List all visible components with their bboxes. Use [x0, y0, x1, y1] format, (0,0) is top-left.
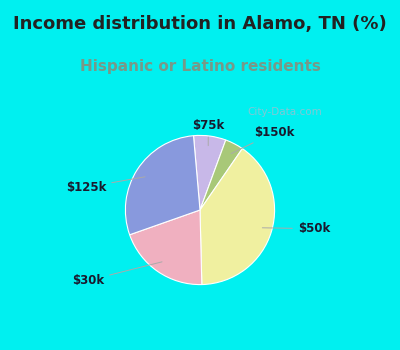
Text: $50k: $50k [262, 222, 330, 235]
Text: $75k: $75k [192, 119, 224, 146]
Text: Hispanic or Latino residents: Hispanic or Latino residents [80, 58, 320, 74]
Wedge shape [200, 140, 242, 210]
Text: $125k: $125k [66, 177, 145, 194]
Text: City-Data.com: City-Data.com [247, 107, 322, 117]
Text: Income distribution in Alamo, TN (%): Income distribution in Alamo, TN (%) [13, 15, 387, 33]
Text: $30k: $30k [72, 262, 162, 287]
Wedge shape [126, 136, 200, 235]
Wedge shape [200, 149, 274, 285]
Wedge shape [194, 135, 226, 210]
Text: $150k: $150k [231, 126, 295, 154]
Wedge shape [130, 210, 202, 285]
